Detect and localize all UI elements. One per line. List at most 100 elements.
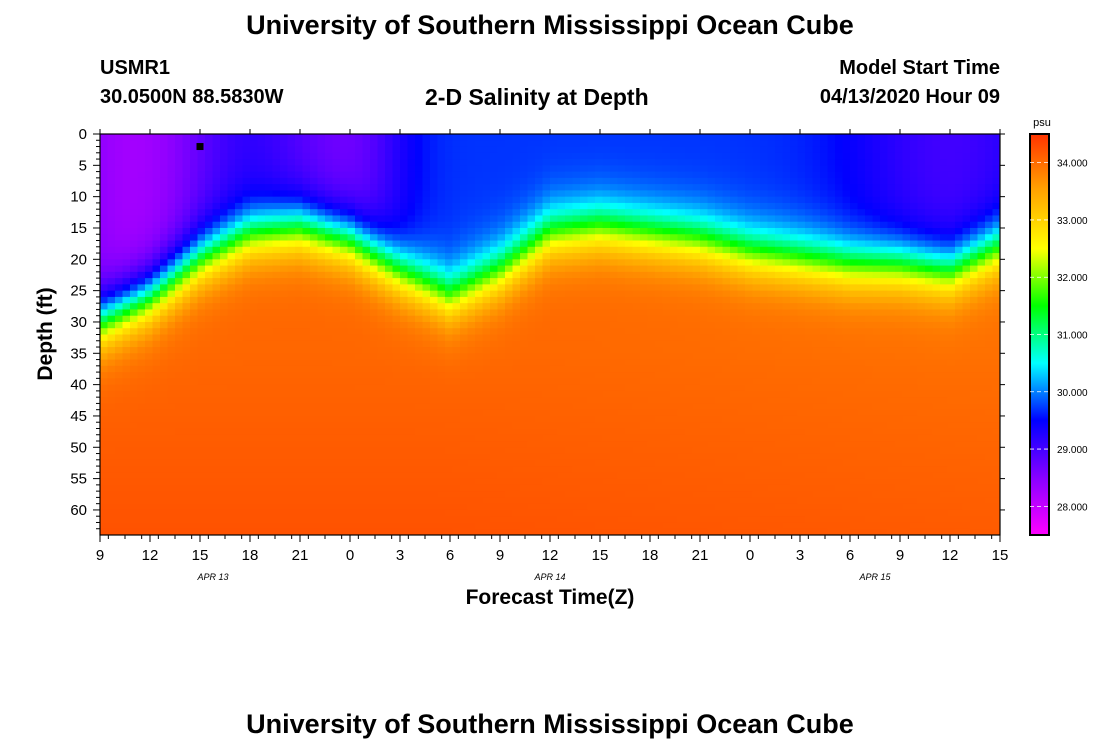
- heatmap-cell: [377, 372, 386, 379]
- heatmap-cell: [242, 265, 251, 273]
- heatmap-cell: [475, 422, 484, 430]
- heatmap-cell: [272, 290, 281, 298]
- heatmap-cell: [100, 522, 109, 530]
- heatmap-cell: [497, 503, 506, 511]
- heatmap-cell: [257, 359, 266, 367]
- heatmap-cell: [182, 171, 191, 179]
- heatmap-cell: [152, 447, 161, 455]
- heatmap-cell: [655, 340, 664, 348]
- heatmap-cell: [205, 209, 214, 217]
- heatmap-cell: [625, 221, 634, 229]
- heatmap-cell: [160, 422, 169, 430]
- heatmap-cell: [602, 284, 611, 292]
- heatmap-cell: [242, 459, 251, 467]
- heatmap-cell: [235, 472, 244, 480]
- heatmap-cell: [520, 415, 529, 423]
- heatmap-cell: [130, 284, 139, 292]
- heatmap-cell: [205, 190, 214, 198]
- heatmap-cell: [640, 491, 649, 499]
- heatmap-cell: [227, 321, 236, 329]
- heatmap-cell: [535, 422, 544, 430]
- heatmap-cell: [535, 353, 544, 361]
- heatmap-cell: [482, 415, 491, 423]
- heatmap-cell: [445, 303, 454, 311]
- heatmap-cell: [565, 177, 574, 185]
- heatmap-cell: [160, 478, 169, 486]
- heatmap-cell: [580, 472, 589, 480]
- heatmap-cell: [317, 284, 326, 292]
- heatmap-cell: [332, 497, 341, 505]
- heatmap-cell: [205, 134, 214, 141]
- heatmap-cell: [475, 384, 484, 392]
- heatmap-cell: [610, 315, 619, 323]
- heatmap-cell: [527, 209, 536, 217]
- heatmap-cell: [152, 315, 161, 323]
- heatmap-cell: [287, 309, 296, 317]
- heatmap-cell: [197, 403, 206, 411]
- heatmap-cell: [497, 428, 506, 436]
- heatmap-cell: [130, 259, 139, 267]
- heatmap-cell: [220, 428, 229, 436]
- heatmap-cell: [190, 484, 199, 492]
- heatmap-cell: [385, 240, 394, 248]
- heatmap-cell: [220, 209, 229, 217]
- heatmap-cell: [625, 321, 634, 329]
- heatmap-cell: [392, 466, 401, 473]
- heatmap-cell: [662, 503, 671, 511]
- heatmap-cell: [130, 328, 139, 336]
- heatmap-cell: [227, 472, 236, 480]
- heatmap-cell: [407, 271, 416, 279]
- heatmap-cell: [595, 296, 604, 304]
- heatmap-cell: [580, 177, 589, 185]
- heatmap-cell: [317, 240, 326, 248]
- heatmap-cell: [190, 321, 199, 329]
- heatmap-cell: [647, 390, 656, 398]
- heatmap-cell: [482, 428, 491, 436]
- heatmap-cell: [197, 397, 206, 405]
- heatmap-cell: [535, 384, 544, 392]
- heatmap-cell: [422, 472, 431, 480]
- heatmap-cell: [407, 146, 416, 154]
- heatmap-cell: [370, 453, 379, 461]
- heatmap-cell: [580, 340, 589, 348]
- heatmap-cell: [482, 434, 491, 442]
- heatmap-cell: [280, 265, 289, 273]
- heatmap-cell: [557, 215, 566, 223]
- heatmap-cell: [100, 171, 109, 179]
- heatmap-cell: [677, 315, 686, 323]
- heatmap-cell: [610, 146, 619, 154]
- heatmap-cell: [467, 134, 476, 141]
- heatmap-cell: [677, 215, 686, 223]
- heatmap-cell: [655, 184, 664, 191]
- heatmap-cell: [280, 209, 289, 217]
- heatmap-cell: [475, 221, 484, 229]
- heatmap-cell: [370, 491, 379, 499]
- heatmap-cell: [595, 434, 604, 442]
- heatmap-cell: [617, 227, 626, 235]
- heatmap-cell: [617, 202, 626, 210]
- heatmap-cell: [362, 303, 371, 311]
- heatmap-cell: [280, 271, 289, 279]
- heatmap-cell: [392, 196, 401, 204]
- heatmap-cell: [280, 503, 289, 511]
- heatmap-cell: [385, 146, 394, 154]
- heatmap-cell: [257, 428, 266, 436]
- heatmap-cell: [640, 278, 649, 285]
- heatmap-cell: [527, 472, 536, 480]
- heatmap-cell: [632, 321, 641, 329]
- heatmap-cell: [107, 321, 116, 329]
- heatmap-cell: [422, 528, 431, 535]
- heatmap-cell: [497, 209, 506, 217]
- heatmap-cell: [490, 403, 499, 411]
- heatmap-cell: [212, 491, 221, 499]
- heatmap-cell: [557, 428, 566, 436]
- heatmap-cell: [325, 497, 334, 505]
- heatmap-cell: [355, 171, 364, 179]
- heatmap-cell: [550, 159, 559, 166]
- heatmap-cell: [655, 434, 664, 442]
- heatmap-cell: [227, 516, 236, 524]
- heatmap-cell: [310, 441, 319, 448]
- heatmap-cell: [182, 215, 191, 223]
- heatmap-cell: [415, 441, 424, 448]
- heatmap-cell: [467, 202, 476, 210]
